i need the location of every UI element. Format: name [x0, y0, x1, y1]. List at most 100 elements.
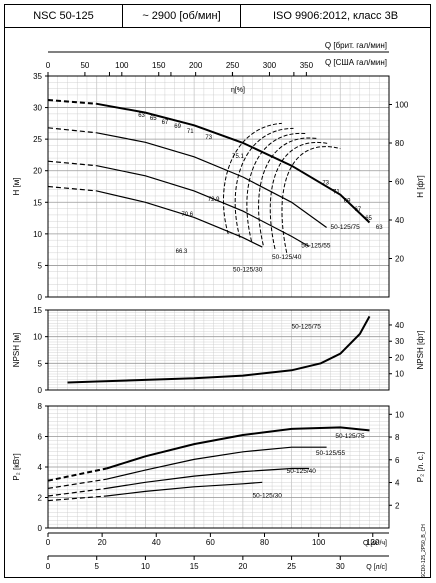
- top1-tick-label: 250: [226, 61, 240, 70]
- efficiency-label: 67: [354, 207, 361, 213]
- standard-label: ISO 9906:2012, класс 3B: [272, 10, 399, 22]
- npsh-ytick-label: 15: [33, 306, 42, 315]
- bottom-m3h-tick-label: 60: [206, 538, 215, 547]
- head-ytick-right-label: 20: [395, 254, 404, 263]
- power-series-line: [106, 426, 370, 470]
- efficiency-contour: [222, 122, 282, 235]
- bottom-m3h-title: Q [м³/ч]: [363, 540, 387, 547]
- head-series-label: 50-125/30: [233, 267, 263, 274]
- power-ytick-right-label: 2: [395, 501, 400, 510]
- bottom-ls-title: Q [л/с]: [366, 564, 387, 571]
- npsh-ytick-right-label: 40: [395, 321, 404, 330]
- head-ylabel-right: H [фт]: [416, 175, 425, 198]
- bottom-m3h-tick-label: 120: [366, 538, 380, 547]
- head-series-dashed: [47, 160, 97, 167]
- efficiency-label: 69: [174, 124, 181, 130]
- top1-tick-label: 50: [80, 61, 89, 70]
- power-series-label: 50-125/55: [316, 450, 346, 457]
- efficiency-label: 65: [365, 216, 372, 222]
- model-label: NSC 50-125: [33, 10, 94, 22]
- npsh-ytick-label: 0: [38, 386, 43, 395]
- power-series-dashed: [47, 495, 107, 502]
- efficiency-label: 67: [162, 120, 169, 126]
- footer-code: NSCD0-125_2P50_B_CH: [421, 524, 427, 578]
- standard-cell: ISO 9906:2012, класс 3B: [241, 5, 430, 27]
- head-ytick-label: 5: [38, 261, 43, 270]
- model-cell: NSC 50-125: [5, 5, 123, 27]
- power-series-dashed: [47, 478, 107, 489]
- efficiency-label: 71: [333, 189, 340, 195]
- head-ytick-label: 20: [33, 167, 42, 176]
- head-ytick-label: 15: [33, 198, 42, 207]
- head-series-label: 50-125/55: [301, 243, 331, 250]
- efficiency-title: η[%]: [231, 87, 245, 94]
- head-ytick-label: 35: [33, 72, 42, 81]
- efficiency-contour: [258, 137, 317, 246]
- power-ytick-right-label: 4: [395, 479, 400, 488]
- efficiency-label: 69: [344, 198, 351, 204]
- power-ytick-right-label: 8: [395, 433, 400, 442]
- top1-tick-label: 0: [46, 61, 51, 70]
- speed-label: ~ 2900 [об/мин]: [142, 10, 221, 22]
- bottom-m3h-tick-label: 20: [98, 538, 107, 547]
- power-ytick-label: 4: [38, 463, 43, 472]
- head-series-line: [96, 190, 263, 248]
- efficiency-label: 72.9: [208, 197, 220, 203]
- power-ylabel: P₂ [кВт]: [12, 453, 21, 480]
- head-ytick-label: 30: [33, 104, 42, 113]
- bottom-ls-tick-label: 0: [46, 562, 51, 571]
- power-series-dashed: [47, 487, 107, 497]
- head-ytick-label: 0: [38, 293, 43, 302]
- power-ytick-label: 6: [38, 433, 43, 442]
- head-series-line: [96, 102, 371, 224]
- efficiency-label: 73: [205, 135, 212, 141]
- efficiency-label: 63: [376, 225, 383, 231]
- bottom-ls-tick-label: 5: [94, 562, 99, 571]
- head-ytick-right-label: 60: [395, 177, 404, 186]
- npsh-frame: [47, 309, 390, 391]
- efficiency-label: 70.6: [181, 212, 193, 218]
- efficiency-label: 65: [150, 116, 157, 122]
- efficiency-label: 71: [187, 129, 194, 135]
- head-ylabel: H [м]: [12, 178, 21, 196]
- head-series-label: 50-125/75: [330, 224, 360, 231]
- bottom-m3h-tick-label: 80: [260, 538, 269, 547]
- power-ytick-right-label: 10: [395, 410, 404, 419]
- power-ylabel-right: P₂ [л. с.]: [416, 452, 425, 482]
- head-ytick-label: 10: [33, 230, 42, 239]
- head-series-line: [96, 132, 327, 228]
- bottom-m3h-tick-label: 0: [46, 538, 51, 547]
- power-ytick-label: 8: [38, 402, 43, 411]
- npsh-series-line: [67, 315, 371, 384]
- head-series-dashed: [47, 99, 97, 105]
- top1-tick-label: 200: [189, 61, 203, 70]
- efficiency-label: 66.3: [176, 249, 188, 255]
- power-series-label: 50-125/75: [335, 433, 365, 440]
- head-ytick-label: 25: [33, 135, 42, 144]
- efficiency-label: 75.1: [232, 154, 244, 160]
- efficiency-contour: [246, 132, 306, 242]
- top1-tick-label: 300: [263, 61, 277, 70]
- head-series-line: [96, 165, 310, 248]
- top1-tick-label: 150: [152, 61, 166, 70]
- bottom-ls-tick-label: 10: [141, 562, 150, 571]
- efficiency-contour: [281, 146, 341, 253]
- bottom-m3h-tick-label: 40: [152, 538, 161, 547]
- efficiency-label: 63: [138, 113, 145, 119]
- power-series-line: [106, 467, 310, 489]
- top2-axis-title: Q [США гал/мин]: [325, 58, 387, 67]
- npsh-series-label: 50-125/75: [292, 324, 322, 331]
- npsh-ylabel-right: NPSH [фт]: [416, 331, 425, 370]
- power-series-line: [106, 446, 327, 480]
- top1-axis-title: Q [брит. гал/мин]: [325, 41, 387, 50]
- power-series-dashed: [47, 467, 107, 482]
- speed-cell: ~ 2900 [об/мин]: [123, 5, 241, 27]
- chart-header: NSC 50-125 ~ 2900 [об/мин] ISO 9906:2012…: [4, 4, 431, 28]
- head-ytick-right-label: 80: [395, 139, 404, 148]
- power-ytick-right-label: 6: [395, 456, 400, 465]
- npsh-ytick-right-label: 30: [395, 337, 404, 346]
- head-series-dashed: [47, 185, 97, 192]
- npsh-ytick-label: 10: [33, 333, 42, 342]
- power-ytick-label: 0: [38, 524, 43, 533]
